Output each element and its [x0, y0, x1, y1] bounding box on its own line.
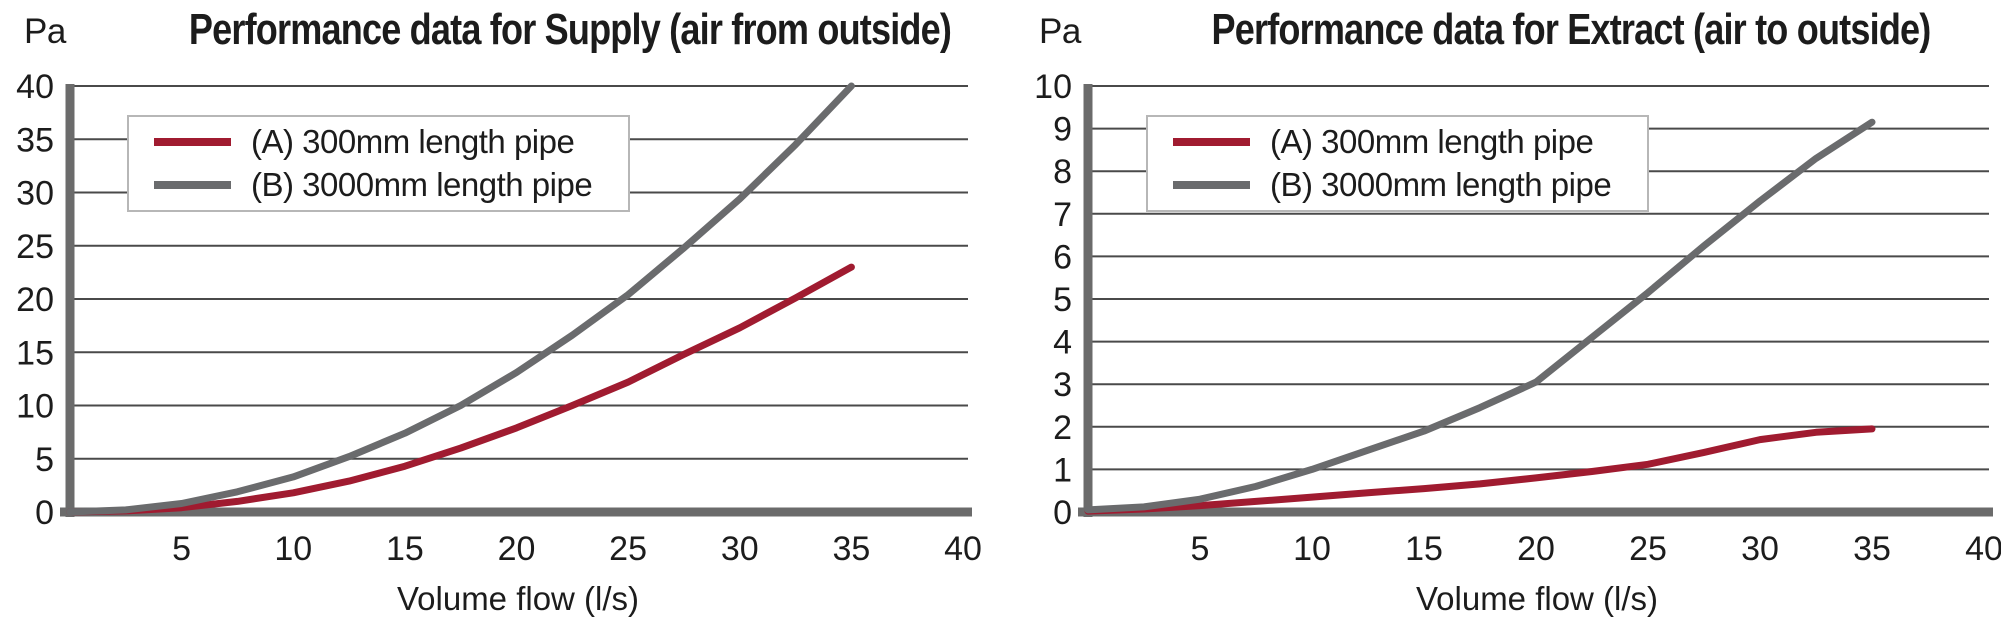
x-tick-label: 15	[386, 530, 424, 568]
y-axis-unit-label: Pa	[1039, 12, 1081, 51]
chart-title: Performance data for Supply (air from ou…	[105, 5, 1035, 55]
series-line	[1084, 118, 1876, 514]
chart-title-text: Performance data for Supply (air from ou…	[188, 5, 952, 54]
chart-title: Performance data for Extract (air to out…	[1133, 5, 2001, 55]
y-tick-label: 30	[16, 175, 54, 213]
y-tick-label: 25	[16, 228, 54, 266]
y-tick-label: 2	[1053, 409, 1072, 447]
legend-label-a: (A) 300mm length pipe	[251, 123, 575, 160]
y-tick-label: 0	[35, 494, 54, 532]
legend-label-b: (B) 3000mm length pipe	[1270, 166, 1612, 203]
y-tick-label: 8	[1053, 153, 1072, 191]
x-tick-label: 30	[1741, 530, 1779, 568]
y-tick-label: 10	[1034, 68, 1072, 106]
legend-label-a: (A) 300mm length pipe	[1270, 123, 1594, 160]
x-tick-label: 5	[1191, 530, 1210, 568]
x-axis-line	[1078, 507, 1993, 517]
x-tick-label: 5	[172, 530, 191, 568]
x-axis-line	[60, 507, 972, 517]
y-tick-label: 35	[16, 121, 54, 159]
y-tick-label: 7	[1053, 196, 1072, 234]
chart-supply: 0 5 10 15 20 25 30 35 40 5 10 15 20 25 30 35 40 Pa Perfo…	[0, 0, 1000, 635]
legend-item-a: (A) 300mm length pipe	[154, 123, 628, 160]
x-tick-label: 40	[944, 530, 982, 568]
x-tick-label: 20	[498, 530, 536, 568]
x-tick-label: 35	[832, 530, 870, 568]
y-tick-label: 3	[1053, 366, 1072, 404]
x-tick-label: 10	[1293, 530, 1331, 568]
x-tick-label: 40	[1965, 530, 2001, 568]
series-a-swatch	[154, 138, 231, 146]
chart-title-text: Performance data for Extract (air to out…	[1211, 5, 1932, 54]
series-line	[1084, 425, 1876, 515]
y-tick-label: 10	[16, 388, 54, 426]
series-line	[66, 82, 855, 516]
x-axis-title: Volume flow (l/s)	[1415, 580, 1659, 617]
x-tick-label: 25	[1629, 530, 1667, 568]
series-b-swatch	[154, 181, 231, 189]
y-tick-label: 1	[1053, 451, 1072, 489]
series-a-swatch	[1173, 138, 1250, 146]
y-tick-label: 5	[35, 441, 54, 479]
y-tick-label: 5	[1053, 281, 1072, 319]
legend-item-b: (B) 3000mm length pipe	[1173, 166, 1647, 203]
x-tick-label: 10	[274, 530, 312, 568]
y-tick-label: 20	[16, 281, 54, 319]
x-tick-label: 20	[1517, 530, 1555, 568]
x-tick-label: 35	[1853, 530, 1891, 568]
y-tick-label: 40	[16, 68, 54, 106]
x-axis-title: Volume flow (l/s)	[396, 580, 640, 617]
series-b-swatch	[1173, 181, 1250, 189]
legend-item-b: (B) 3000mm length pipe	[154, 166, 628, 203]
chart-extract: 0 1 2 3 4 5 6 7 8 9 10 5 10 15 20 25 30 35 40 Pa Performan…	[1001, 0, 2001, 635]
y-axis-line	[1083, 84, 1093, 517]
series-line	[66, 263, 855, 516]
legend: (A) 300mm length pipe (B) 3000mm length …	[1146, 115, 1649, 212]
x-tick-label: 30	[721, 530, 759, 568]
y-tick-label: 0	[1053, 494, 1072, 532]
legend: (A) 300mm length pipe (B) 3000mm length …	[127, 115, 630, 212]
legend-item-a: (A) 300mm length pipe	[1173, 123, 1647, 160]
y-tick-label: 6	[1053, 238, 1072, 276]
legend-label-b: (B) 3000mm length pipe	[251, 166, 593, 203]
y-axis-unit-label: Pa	[24, 12, 66, 51]
y-axis-line	[65, 84, 75, 517]
y-tick-label: 15	[16, 334, 54, 372]
x-tick-label: 15	[1405, 530, 1443, 568]
x-tick-label: 25	[609, 530, 647, 568]
plot-svg: 0 1 2 3 4 5 6 7 8 9 10 5 10 15 20 25 30 35 40	[1034, 68, 2001, 568]
y-tick-label: 4	[1053, 324, 1072, 362]
plot-svg: 0 5 10 15 20 25 30 35 40 5 10 15 20 25 30 35 40	[16, 68, 982, 568]
y-tick-label: 9	[1053, 111, 1072, 149]
